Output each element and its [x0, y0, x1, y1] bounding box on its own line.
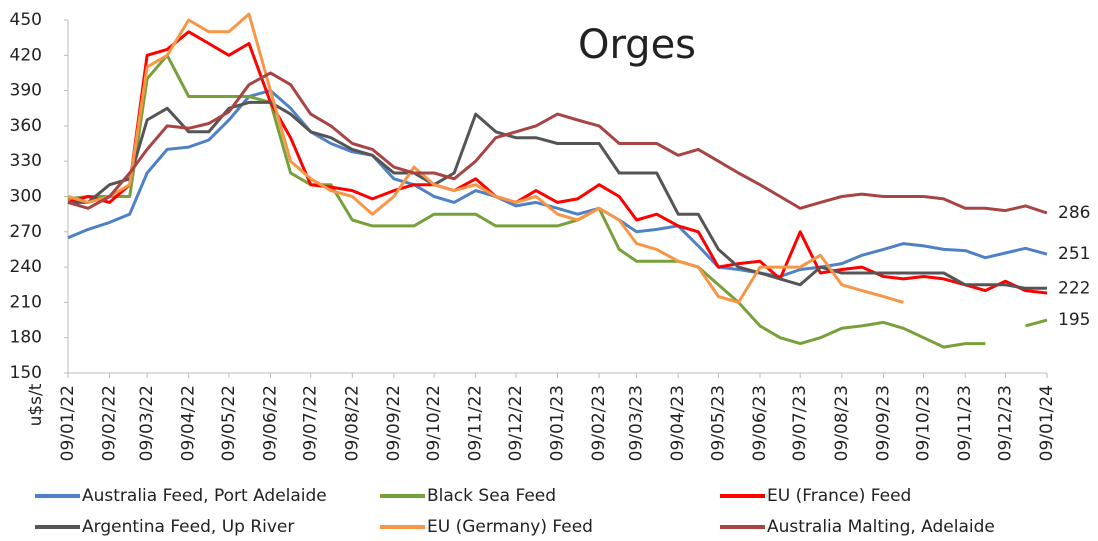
x-tick-label: 09/05/22 [219, 385, 239, 461]
x-tick-label: 09/12/23 [995, 385, 1015, 461]
x-tick-label: 09/06/22 [261, 385, 281, 461]
end-label: 222 [1058, 278, 1090, 298]
x-tick-label: 09/01/24 [1037, 385, 1057, 461]
series-line [67, 89, 1048, 278]
x-tick-label: 09/05/23 [708, 385, 728, 461]
y-tick-label: 450 [10, 10, 42, 30]
x-tick-label: 09/12/22 [506, 385, 526, 461]
x-tick-label: 09/04/23 [668, 385, 688, 461]
y-tick-label: 210 [10, 292, 42, 312]
series-line [67, 12, 904, 304]
chart-title: Orges [578, 22, 696, 68]
x-tick-label: 09/03/23 [627, 385, 647, 461]
y-tick-label: 360 [10, 116, 42, 136]
x-tick-label: 09/02/23 [589, 385, 609, 461]
x-tick-label: 09/10/23 [914, 385, 934, 461]
x-tick-label: 09/06/23 [750, 385, 770, 461]
end-label: 251 [1058, 244, 1090, 264]
y-tick-label: 240 [10, 257, 42, 277]
y-axis-label: u$s/t [26, 383, 46, 426]
x-tick-label: 09/09/22 [384, 385, 404, 461]
legend-label: EU (Germany) Feed [427, 517, 593, 537]
legend-label: Australia Malting, Adelaide [767, 517, 995, 537]
x-tick-label: 09/01/22 [58, 385, 78, 461]
y-tick-label: 270 [10, 222, 42, 242]
y-tick-label: 420 [10, 45, 42, 65]
x-tick-label: 09/08/23 [832, 385, 852, 461]
x-tick-label: 09/07/23 [790, 385, 810, 461]
y-tick-label: 330 [10, 151, 42, 171]
series-line [68, 100, 1047, 290]
x-tick-label: 09/02/22 [100, 385, 120, 461]
y-tick-label: 180 [10, 328, 42, 348]
y-tick-label: 300 [10, 187, 42, 207]
legend-label: Australia Feed, Port Adelaide [82, 486, 327, 506]
y-tick-label: 150 [10, 363, 42, 383]
y-tick-label: 390 [10, 81, 42, 101]
x-tick-label: 09/10/22 [424, 385, 444, 461]
end-label: 286 [1058, 203, 1090, 223]
x-tick-label: 09/04/22 [179, 385, 199, 461]
series-line [67, 71, 1048, 215]
x-tick-label: 09/09/23 [873, 385, 893, 461]
x-tick-label: 09/08/22 [342, 385, 362, 461]
end-label: 195 [1058, 310, 1090, 330]
x-tick-label: 09/03/22 [137, 385, 157, 461]
legend-label: EU (France) Feed [767, 486, 911, 506]
x-tick-label: 09/01/23 [548, 385, 568, 461]
series-line [67, 30, 1048, 295]
x-tick-label: 09/07/22 [301, 385, 321, 461]
legend-label: Argentina Feed, Up River [82, 517, 294, 537]
legend-label: Black Sea Feed [427, 486, 556, 506]
x-tick-label: 09/11/22 [466, 385, 486, 461]
x-tick-label: 09/11/23 [955, 385, 975, 461]
series-line [67, 53, 1048, 349]
